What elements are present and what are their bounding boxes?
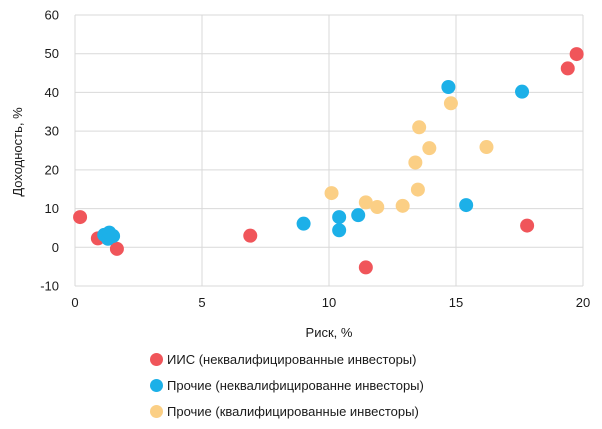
legend: ИИС (неквалифицированные инвесторы) Проч…: [150, 346, 570, 424]
tick-label-layer: -10 0 10 20 30 40 50 60 0 5 10 15 20: [40, 8, 590, 311]
legend-label-other-nonqualified: Прочие (неквалифицированне инвесторы): [167, 377, 424, 393]
legend-label-iis: ИИС (неквалифицированные инвесторы): [167, 351, 417, 367]
data-point-series-0: [358, 260, 373, 275]
y-tick-label: 0: [52, 240, 59, 255]
data-point-series-2: [395, 198, 410, 213]
data-point-series-2: [324, 186, 339, 201]
data-point-series-2: [358, 195, 373, 210]
legend-item-iis: ИИС (неквалифицированные инвесторы): [150, 346, 570, 372]
data-point-series-2: [370, 200, 385, 215]
grid-layer: [74, 14, 584, 287]
y-tick-label: 20: [45, 162, 59, 177]
data-point-series-0: [520, 218, 535, 233]
x-axis-label: Риск, %: [306, 325, 353, 340]
data-point-series-0: [109, 241, 124, 256]
data-point-series-0: [569, 47, 584, 62]
plot-area: -10 0 10 20 30 40 50 60 0 5 10 15 20 Риск, % Доходно…: [10, 8, 590, 341]
legend-marker-other-qualified: [150, 404, 163, 418]
y-tick-label: 50: [45, 46, 59, 61]
data-point-series-0: [73, 210, 88, 225]
legend-item-other-qualified: Прочие (квалифицированные инвесторы): [150, 398, 570, 424]
y-tick-label: 60: [45, 8, 59, 23]
data-point-series-2: [410, 182, 425, 197]
legend-label-other-qualified: Прочие (квалифицированные инвесторы): [167, 403, 419, 419]
data-point-series-2: [408, 155, 423, 170]
y-tick-label: 10: [45, 201, 59, 216]
data-point-series-1: [441, 80, 456, 95]
legend-marker-iis: [150, 352, 163, 366]
x-tick-label: 5: [198, 295, 205, 310]
y-axis-label: Доходность, %: [10, 107, 25, 197]
data-point-series-2: [412, 120, 427, 135]
data-point-layer: [73, 47, 584, 275]
y-tick-label: 30: [45, 124, 59, 139]
x-tick-label: 15: [449, 295, 463, 310]
x-tick-label: 0: [71, 295, 78, 310]
legend-item-other-nonqualified: Прочие (неквалифицированне инвесторы): [150, 372, 570, 398]
data-point-series-1: [332, 210, 347, 225]
y-tick-label: -10: [40, 279, 59, 294]
data-point-series-1: [106, 229, 121, 244]
legend-marker-other-nonqualified: [150, 378, 163, 392]
data-point-series-2: [443, 96, 458, 111]
data-point-series-2: [479, 140, 494, 155]
y-tick-label: 40: [45, 85, 59, 100]
data-point-series-1: [296, 216, 311, 231]
data-point-series-1: [459, 198, 474, 213]
data-point-series-1: [515, 84, 530, 99]
x-tick-label: 20: [576, 295, 590, 310]
data-point-series-0: [243, 228, 258, 243]
x-tick-label: 10: [322, 295, 336, 310]
data-point-series-1: [332, 223, 347, 238]
data-point-series-1: [351, 208, 366, 223]
data-point-series-0: [560, 61, 575, 76]
data-point-series-2: [422, 141, 437, 156]
